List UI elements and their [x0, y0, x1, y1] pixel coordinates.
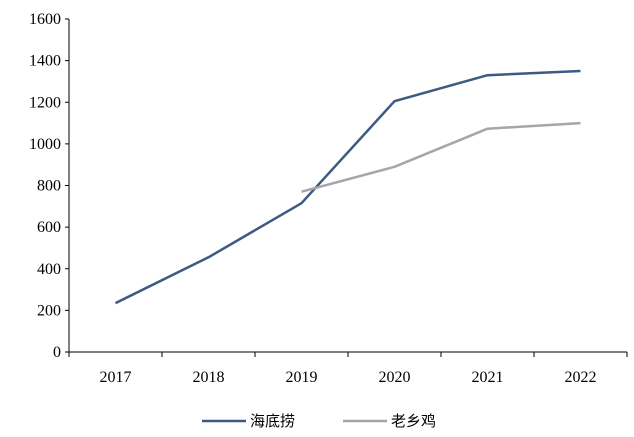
- y-tick-label: 800: [37, 178, 61, 195]
- y-tick-label: 400: [37, 261, 61, 278]
- x-tick-label: 2022: [565, 369, 597, 386]
- series-line-1: [114, 69, 581, 305]
- y-tick-label: 600: [37, 219, 61, 236]
- x-tick-label: 2019: [286, 369, 318, 386]
- x-tick-label: 2017: [100, 369, 132, 386]
- y-tick-label: 200: [37, 302, 61, 319]
- y-tick-label: 1000: [29, 136, 61, 153]
- y-tick-label: 1400: [29, 53, 61, 70]
- x-tick-label: 2021: [472, 369, 504, 386]
- series-layer: [114, 69, 581, 305]
- series-line-2: [301, 121, 581, 193]
- y-tick-label: 1600: [29, 11, 61, 28]
- x-tick-label: 2020: [379, 369, 411, 386]
- legend-label-1: 海底捞: [250, 412, 295, 430]
- y-tick-label: 0: [53, 344, 61, 361]
- y-tick-label: 1200: [29, 94, 61, 111]
- x-tick-label: 2018: [193, 369, 225, 386]
- axes: 0 200 400 600 800 1000 1200 1400 1600 2017 2018 201…: [29, 11, 628, 386]
- legend-label-2: 老乡鸡: [391, 412, 436, 430]
- legend: 海底捞 老乡鸡: [202, 412, 436, 430]
